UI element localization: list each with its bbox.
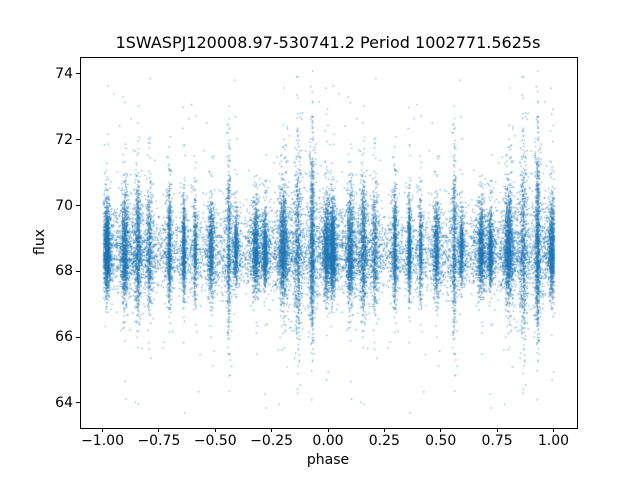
- x-tick-mark: [214, 428, 216, 432]
- x-tick-label: 0.75: [481, 433, 513, 449]
- x-tick-mark: [271, 428, 273, 432]
- x-tick-label: 0.50: [425, 433, 457, 449]
- x-tick-mark: [102, 428, 104, 432]
- plot-area: [80, 57, 578, 429]
- y-tick-mark: [76, 336, 80, 338]
- x-tick-mark: [552, 428, 554, 432]
- x-tick-mark: [440, 428, 442, 432]
- x-tick-label: 1.00: [537, 433, 570, 449]
- x-tick-mark: [383, 428, 385, 432]
- x-axis-label: phase: [306, 452, 350, 468]
- y-tick-mark: [76, 205, 80, 206]
- x-tick-label: −0.25: [250, 433, 294, 449]
- y-tick-mark: [76, 73, 80, 75]
- y-tick-label: 70: [55, 197, 73, 214]
- y-tick-label: 72: [55, 131, 73, 148]
- y-tick-mark: [76, 402, 80, 404]
- y-tick-label: 74: [55, 65, 73, 82]
- x-tick-label: −0.75: [137, 433, 181, 449]
- x-tick-mark: [327, 428, 329, 432]
- y-tick-mark: [76, 139, 80, 141]
- x-tick-label: 0.25: [368, 433, 400, 449]
- x-tick-label: −1.00: [81, 433, 124, 449]
- x-tick-mark: [158, 428, 160, 432]
- x-tick-label: −0.50: [193, 433, 237, 449]
- x-tick-mark: [496, 428, 498, 432]
- y-axis-label: flux: [32, 229, 48, 255]
- y-tick-label: 66: [55, 329, 73, 346]
- x-tick-label: 0.00: [312, 433, 344, 449]
- y-tick-label: 68: [55, 263, 73, 280]
- y-tick-mark: [76, 270, 80, 272]
- y-tick-label: 64: [55, 394, 73, 411]
- chart-title: 1SWASPJ120008.97-530741.2 Period 1002771…: [115, 33, 541, 52]
- scatter-points-canvas: [81, 58, 577, 428]
